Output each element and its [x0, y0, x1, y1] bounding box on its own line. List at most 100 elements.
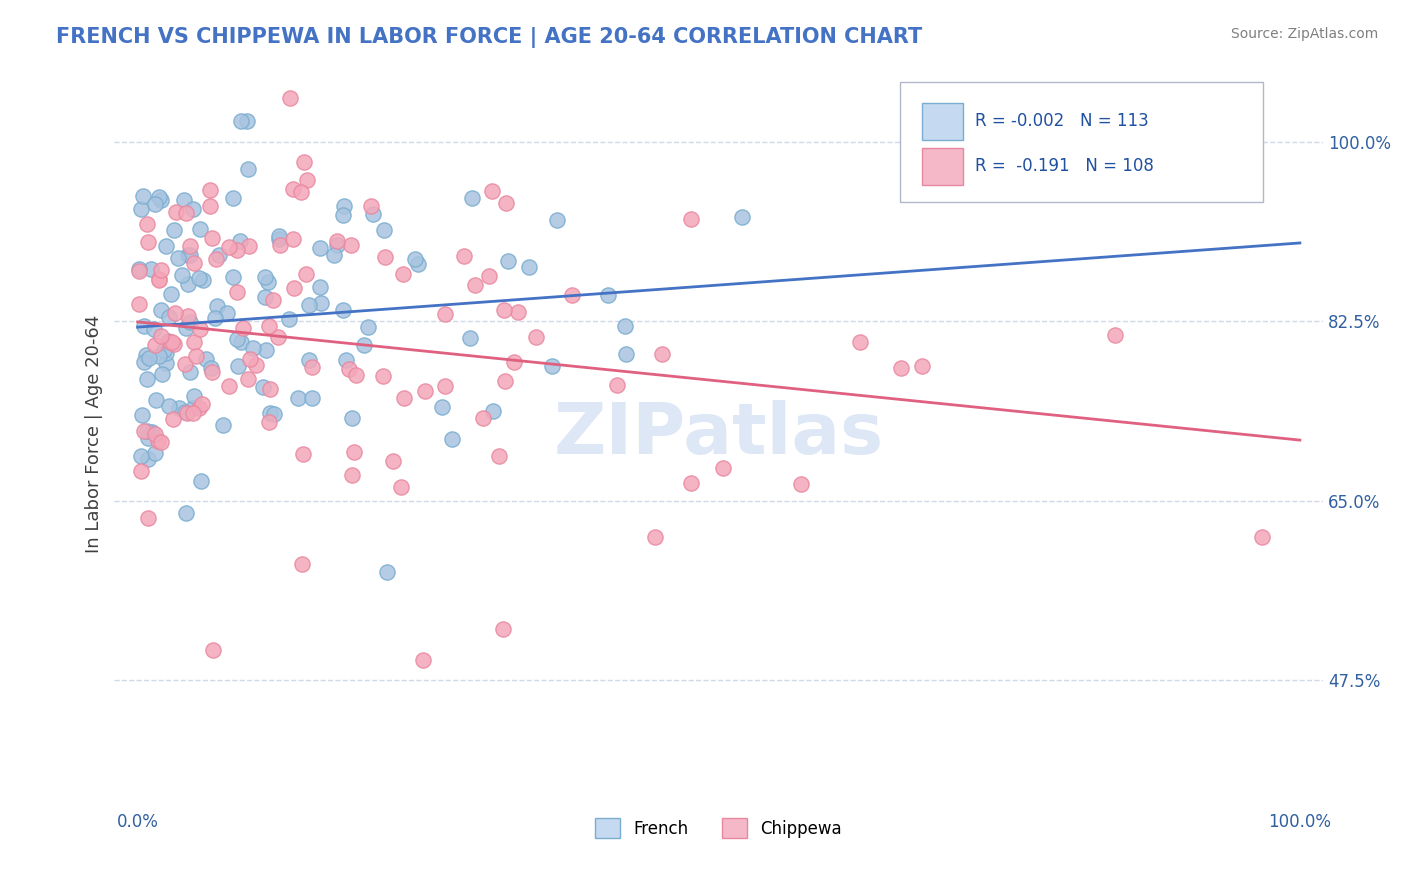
French — [596, 288, 619, 302]
French — [131, 189, 153, 203]
French — [204, 310, 226, 325]
French — [188, 270, 211, 285]
Chippewa — [200, 199, 222, 213]
French — [357, 320, 380, 334]
Chippewa — [163, 306, 186, 320]
French — [373, 223, 395, 237]
French — [335, 353, 357, 368]
French — [138, 452, 160, 467]
French — [263, 408, 285, 422]
Chippewa — [188, 322, 211, 336]
Chippewa — [413, 384, 436, 398]
French — [128, 262, 150, 277]
Chippewa — [433, 379, 456, 393]
Chippewa — [679, 212, 702, 227]
French — [252, 380, 274, 394]
French — [731, 210, 754, 224]
French — [229, 114, 252, 128]
Chippewa — [262, 293, 284, 307]
Chippewa — [790, 477, 813, 491]
French — [614, 347, 637, 361]
Text: ZIPatlas: ZIPatlas — [554, 400, 884, 468]
French — [179, 315, 201, 329]
Chippewa — [135, 217, 157, 231]
French — [181, 401, 204, 415]
French — [160, 287, 183, 301]
French — [188, 222, 211, 236]
Chippewa — [174, 206, 197, 220]
French — [253, 269, 276, 284]
Chippewa — [148, 271, 170, 285]
French — [179, 365, 201, 379]
Chippewa — [129, 464, 152, 478]
French — [353, 338, 375, 352]
French — [190, 474, 212, 488]
French — [183, 388, 205, 402]
Chippewa — [494, 302, 516, 317]
Chippewa — [225, 244, 247, 258]
Chippewa — [606, 378, 628, 392]
Chippewa — [259, 382, 281, 396]
Chippewa — [360, 199, 382, 213]
French — [150, 193, 173, 207]
Chippewa — [1104, 327, 1126, 342]
French — [332, 208, 354, 222]
Chippewa — [301, 359, 323, 374]
French — [333, 199, 356, 213]
Chippewa — [344, 368, 367, 382]
Chippewa — [149, 329, 172, 343]
French — [157, 334, 180, 348]
Chippewa — [283, 231, 305, 245]
French — [170, 268, 193, 282]
Legend: French, Chippewa: French, Chippewa — [589, 812, 849, 845]
Y-axis label: In Labor Force | Age 20-64: In Labor Force | Age 20-64 — [86, 315, 103, 553]
Chippewa — [162, 412, 184, 426]
French — [173, 194, 195, 208]
French — [308, 241, 330, 255]
French — [134, 318, 156, 333]
French — [461, 191, 484, 205]
Chippewa — [503, 355, 526, 369]
Chippewa — [481, 185, 503, 199]
French — [150, 367, 173, 381]
French — [363, 207, 385, 221]
Chippewa — [201, 365, 224, 379]
French — [143, 197, 166, 211]
French — [269, 232, 291, 246]
Chippewa — [238, 239, 260, 253]
Chippewa — [202, 643, 225, 657]
French — [200, 361, 222, 376]
French — [309, 280, 332, 294]
French — [225, 332, 247, 346]
Chippewa — [651, 347, 673, 361]
Chippewa — [281, 182, 304, 196]
Chippewa — [245, 358, 267, 372]
Chippewa — [294, 155, 316, 169]
French — [138, 351, 160, 365]
Chippewa — [342, 467, 364, 482]
French — [267, 229, 290, 244]
Chippewa — [495, 196, 517, 211]
French — [458, 331, 481, 345]
French — [145, 393, 167, 408]
French — [430, 400, 453, 414]
Chippewa — [174, 357, 197, 371]
French — [129, 202, 152, 216]
Chippewa — [183, 335, 205, 350]
Chippewa — [848, 334, 870, 349]
French — [177, 248, 200, 262]
French — [440, 433, 463, 447]
French — [131, 408, 153, 422]
Text: R =  -0.191   N = 108: R = -0.191 N = 108 — [974, 157, 1154, 175]
Chippewa — [176, 406, 198, 420]
French — [177, 277, 200, 292]
Chippewa — [471, 410, 494, 425]
Chippewa — [187, 401, 209, 416]
Chippewa — [179, 239, 201, 253]
Chippewa — [183, 256, 205, 270]
French — [136, 372, 159, 386]
Chippewa — [136, 235, 159, 250]
Chippewa — [128, 263, 150, 277]
French — [148, 349, 170, 363]
French — [142, 322, 165, 336]
